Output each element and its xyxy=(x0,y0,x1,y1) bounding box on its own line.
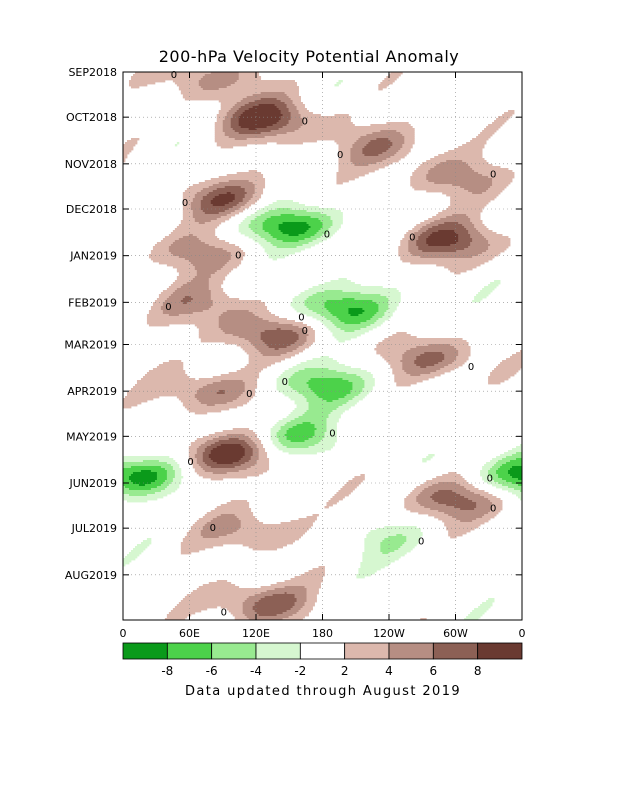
contour-label-zero: 0 xyxy=(298,312,304,323)
colorbar-swatch xyxy=(299,642,346,660)
contour-label-zero: 0 xyxy=(490,504,496,515)
x-tick-label: 120W xyxy=(373,627,405,640)
y-tick-label: SEP2018 xyxy=(68,66,117,79)
x-tick-label: 180 xyxy=(312,627,333,640)
contour-label-zero: 0 xyxy=(171,70,177,81)
x-tick-label: 120E xyxy=(242,627,270,640)
x-tick-label: 60E xyxy=(179,627,200,640)
colorbar-tick-label: -8 xyxy=(161,664,173,678)
chart-title: 200-hPa Velocity Potential Anomaly xyxy=(158,47,460,66)
y-tick-label: DEC2018 xyxy=(66,203,117,216)
colorbar-tick-label: 6 xyxy=(430,664,438,678)
contour-label-zero: 0 xyxy=(487,473,493,484)
colorbar-tick-label: 2 xyxy=(341,664,349,678)
contour-label-zero: 0 xyxy=(221,607,227,618)
x-tick-label: 0 xyxy=(519,627,526,640)
colorbar-swatch xyxy=(122,642,168,660)
y-tick-label: APR2019 xyxy=(67,385,117,398)
contour-label-zero: 0 xyxy=(490,169,496,180)
colorbar-tick-label: -4 xyxy=(250,664,262,678)
contour-label-zero: 0 xyxy=(182,198,188,209)
y-tick-label: JUN2019 xyxy=(68,477,117,490)
colorbar-tick-label: 4 xyxy=(385,664,393,678)
contour-label-zero: 0 xyxy=(409,233,415,244)
contour-label-zero: 0 xyxy=(324,230,330,241)
y-tick-label: OCT2018 xyxy=(66,111,117,124)
colorbar-swatch xyxy=(344,642,390,660)
contour-label-zero: 0 xyxy=(302,117,308,128)
contour-label-zero: 0 xyxy=(210,523,216,534)
y-tick-label: MAY2019 xyxy=(66,430,117,443)
colorbar-swatch xyxy=(166,642,213,660)
contour-label-zero: 0 xyxy=(187,457,193,468)
chart-footnote: Data updated through August 2019 xyxy=(184,684,462,699)
colorbar-swatch xyxy=(255,642,301,660)
y-axis: SEP2018 OCT2018 NOV2018 DEC2018 JAN2019 FEB20… xyxy=(64,66,522,582)
contour-label-zero: 0 xyxy=(418,537,424,548)
y-tick-label: MAR2019 xyxy=(64,338,117,351)
y-tick-label: JAN2019 xyxy=(69,250,117,263)
x-tick-label: 60W xyxy=(443,627,468,640)
y-tick-label: AUG2019 xyxy=(65,569,117,582)
colorbar-tick-label: 8 xyxy=(474,664,482,678)
x-axis: 0 60E 120E 180 120W 60W 0 xyxy=(120,72,526,640)
y-tick-label: FEB2019 xyxy=(68,296,117,309)
colorbar-tick-label: -2 xyxy=(294,664,306,678)
colorbar-swatch xyxy=(388,642,434,660)
colorbar-swatch xyxy=(432,642,479,660)
colorbar-swatch xyxy=(211,642,257,660)
contour-label-zero: 0 xyxy=(337,150,343,161)
colorbar-tick-label: -6 xyxy=(206,664,218,678)
contour-label-zero: 0 xyxy=(468,362,474,373)
colorbar-swatch xyxy=(477,642,523,660)
colorbar: -8 -6 -4 -2 2 4 6 8 xyxy=(122,642,523,678)
contour-label-zero: 0 xyxy=(282,377,288,388)
contour-labels: 0 0 0 0 0 0 0 0 0 0 0 0 0 0 0 0 0 0 0 0 0 xyxy=(165,70,496,618)
x-tick-label: 0 xyxy=(120,627,127,640)
contour-label-zero: 0 xyxy=(329,428,335,439)
contour-label-zero: 0 xyxy=(302,326,308,337)
contour-label-zero: 0 xyxy=(165,302,171,313)
contour-label-zero: 0 xyxy=(235,251,241,262)
y-tick-label: NOV2018 xyxy=(65,158,117,171)
y-tick-label: JUL2019 xyxy=(71,522,117,535)
contour-label-zero: 0 xyxy=(246,389,252,400)
